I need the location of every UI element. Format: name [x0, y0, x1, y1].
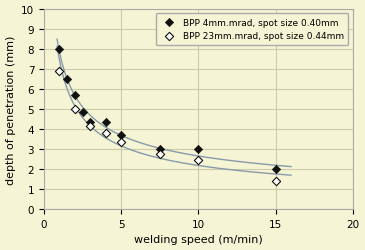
- BPP 4mm.mrad, spot size 0.40mm: [273, 167, 278, 171]
- BPP 23mm.mrad, spot size 0.44mm: [72, 108, 78, 112]
- Y-axis label: depth of penetration (mm): depth of penetration (mm): [5, 35, 16, 184]
- BPP 23mm.mrad, spot size 0.44mm: [87, 124, 93, 128]
- BPP 23mm.mrad, spot size 0.44mm: [57, 70, 62, 73]
- BPP 4mm.mrad, spot size 0.40mm: [72, 94, 78, 98]
- BPP 23mm.mrad, spot size 0.44mm: [273, 179, 278, 183]
- BPP 4mm.mrad, spot size 0.40mm: [80, 110, 85, 114]
- BPP 4mm.mrad, spot size 0.40mm: [87, 120, 93, 124]
- Legend: BPP 4mm.mrad, spot size 0.40mm, BPP 23mm.mrad, spot size 0.44mm: BPP 4mm.mrad, spot size 0.40mm, BPP 23mm…: [155, 14, 348, 46]
- BPP 23mm.mrad, spot size 0.44mm: [103, 132, 109, 136]
- BPP 23mm.mrad, spot size 0.44mm: [118, 140, 124, 144]
- BPP 4mm.mrad, spot size 0.40mm: [103, 120, 109, 124]
- BPP 23mm.mrad, spot size 0.44mm: [196, 158, 201, 162]
- BPP 23mm.mrad, spot size 0.44mm: [157, 152, 163, 156]
- X-axis label: welding speed (m/min): welding speed (m/min): [134, 234, 263, 244]
- BPP 4mm.mrad, spot size 0.40mm: [118, 134, 124, 138]
- BPP 4mm.mrad, spot size 0.40mm: [64, 78, 70, 82]
- BPP 4mm.mrad, spot size 0.40mm: [196, 148, 201, 152]
- BPP 4mm.mrad, spot size 0.40mm: [57, 48, 62, 52]
- BPP 4mm.mrad, spot size 0.40mm: [157, 148, 163, 152]
